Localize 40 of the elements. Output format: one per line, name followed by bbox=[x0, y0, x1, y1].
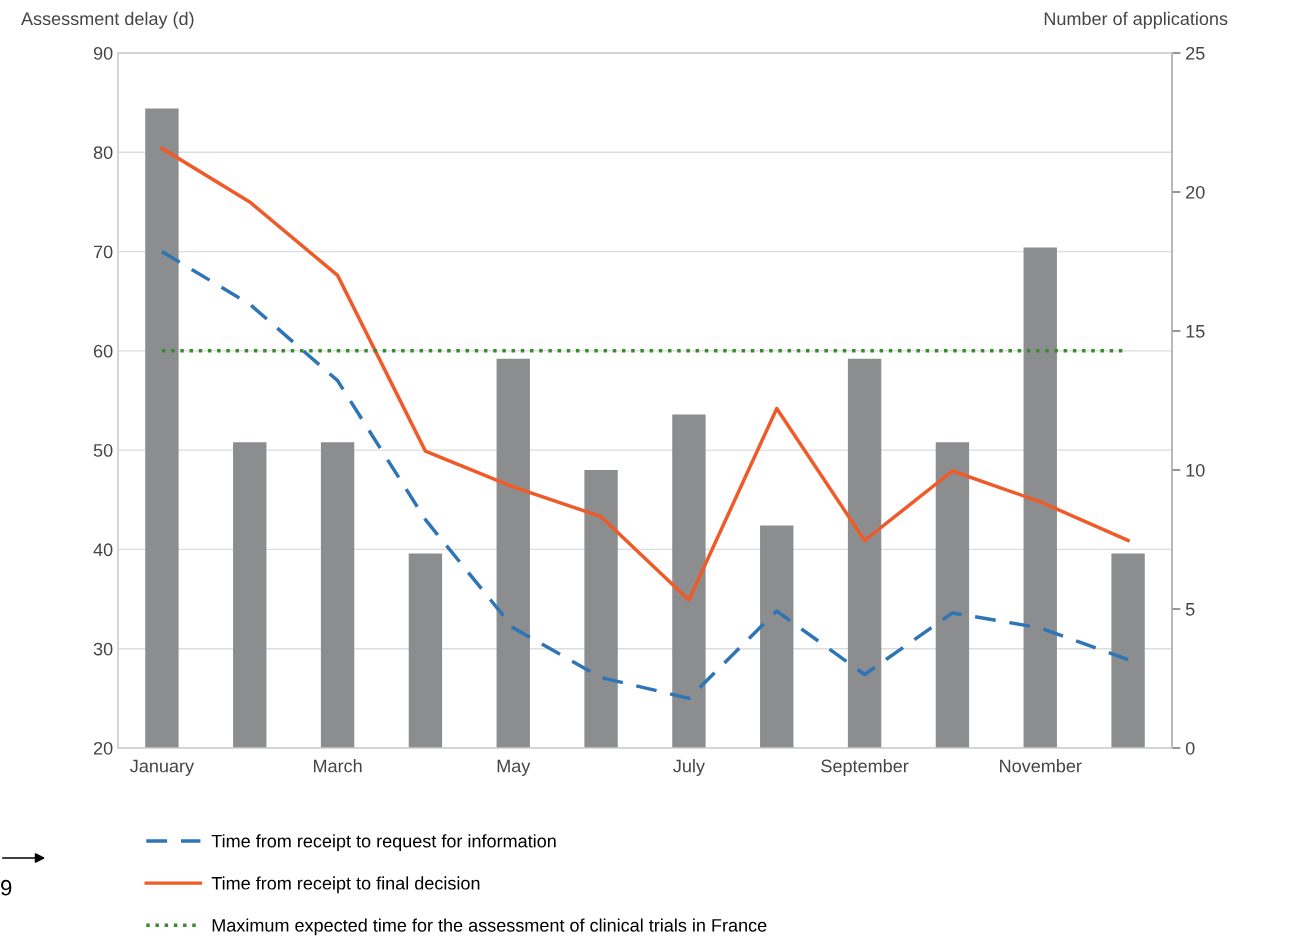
y2-tick-label: 15 bbox=[1186, 325, 1205, 338]
bar bbox=[233, 442, 267, 748]
line-series bbox=[160, 249, 1130, 701]
bar bbox=[672, 414, 706, 748]
y2-tick-label: 20 bbox=[1186, 185, 1205, 199]
y-tick-label: 90 bbox=[93, 46, 113, 60]
x-tick-label: November bbox=[1000, 759, 1082, 773]
x-tick-label: September bbox=[821, 759, 909, 776]
x-tick-label: July bbox=[673, 759, 705, 776]
bar bbox=[408, 553, 443, 748]
y-tick-label: 70 bbox=[93, 245, 113, 259]
legend-label: Time from receipt to request for information bbox=[211, 834, 556, 852]
x-tick-label: March bbox=[313, 759, 362, 773]
y2-tick-label: 0 bbox=[1185, 741, 1195, 755]
legend-label: Maximum expected time for the assessment of clinical trials in France bbox=[212, 918, 767, 936]
y-tick-label: 20 bbox=[93, 741, 113, 755]
y-tick-label: 80 bbox=[93, 146, 113, 160]
bar bbox=[935, 442, 970, 748]
y2-tick-label: 5 bbox=[1185, 603, 1195, 616]
bar bbox=[847, 358, 882, 748]
bar bbox=[496, 358, 530, 748]
bar bbox=[145, 108, 179, 748]
y-tick-label: 40 bbox=[93, 543, 113, 557]
y-axis-title: Assessment delay (d) bbox=[21, 11, 194, 29]
bar bbox=[1111, 553, 1145, 748]
y-tick-label: 30 bbox=[93, 642, 113, 656]
y2-tick-label: 25 bbox=[1186, 46, 1205, 60]
x-tick-label: May bbox=[497, 759, 531, 776]
legend-label: Time from receipt to final decision bbox=[211, 876, 480, 894]
bar bbox=[320, 442, 355, 748]
y2-axis-title: Number of applications bbox=[1044, 11, 1228, 29]
text: 9 bbox=[1, 879, 12, 896]
line-series bbox=[160, 146, 1130, 602]
y-tick-label: 50 bbox=[93, 444, 113, 457]
x-tick-label: January bbox=[130, 759, 194, 776]
bar bbox=[760, 525, 794, 748]
bar bbox=[1023, 247, 1057, 748]
y2-tick-label: 10 bbox=[1186, 463, 1205, 477]
y-tick-label: 60 bbox=[93, 344, 113, 358]
bar bbox=[584, 470, 618, 748]
